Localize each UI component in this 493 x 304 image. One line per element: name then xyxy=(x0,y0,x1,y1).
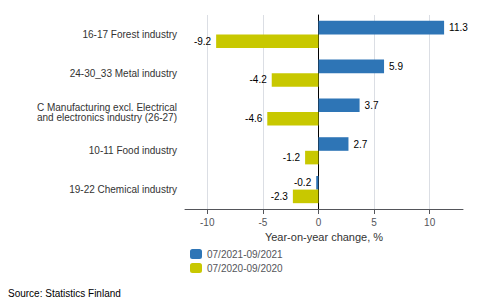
svg-text:-5: -5 xyxy=(258,217,267,228)
svg-text:3.7: 3.7 xyxy=(365,100,379,111)
svg-text:10: 10 xyxy=(424,217,436,228)
svg-text:16-17 Forest industry: 16-17 Forest industry xyxy=(83,29,178,40)
svg-text:and electronics industry (26-2: and electronics industry (26-27) xyxy=(37,112,177,123)
svg-text:-1.2: -1.2 xyxy=(283,152,301,163)
svg-text:5.9: 5.9 xyxy=(389,61,403,72)
svg-text:19-22 Chemical industry: 19-22 Chemical industry xyxy=(69,184,177,195)
svg-text:5: 5 xyxy=(371,217,377,228)
svg-text:07/2021-09/2021: 07/2021-09/2021 xyxy=(207,249,283,260)
svg-text:C Manufacturing excl. Electric: C Manufacturing excl. Electrical xyxy=(36,101,177,113)
svg-text:Source: Statistics Finland: Source: Statistics Finland xyxy=(8,288,121,299)
svg-text:-2.3: -2.3 xyxy=(271,191,289,202)
svg-text:11.3: 11.3 xyxy=(449,22,468,33)
svg-text:0: 0 xyxy=(316,217,322,228)
svg-text:Year-on-year change, %: Year-on-year change, % xyxy=(265,231,383,243)
svg-text:-10: -10 xyxy=(200,217,215,228)
svg-text:-4.6: -4.6 xyxy=(245,113,263,124)
svg-text:2.7: 2.7 xyxy=(353,139,367,150)
svg-text:-0.2: -0.2 xyxy=(294,177,312,188)
svg-text:24-30_33 Metal industry: 24-30_33 Metal industry xyxy=(70,68,177,79)
svg-text:10-11 Food industry: 10-11 Food industry xyxy=(89,145,177,156)
svg-text:-9.2: -9.2 xyxy=(194,36,212,47)
svg-text:-4.2: -4.2 xyxy=(250,74,268,85)
svg-text:07/2020-09/2020: 07/2020-09/2020 xyxy=(207,263,283,274)
